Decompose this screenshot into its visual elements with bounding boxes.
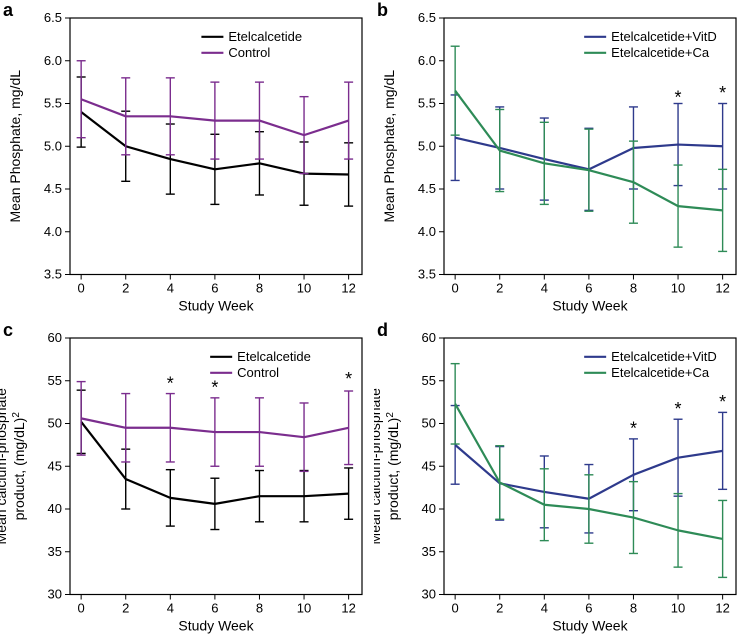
svg-text:6: 6: [211, 600, 218, 615]
chart-grid: 3.5 4.0 4.5 5.0 5.5 6.0 6.5 0 2 4 6 8 10 12 Study Week…: [0, 0, 748, 639]
svg-text:6.5: 6.5: [44, 10, 62, 25]
svg-text:3.5: 3.5: [44, 267, 62, 282]
svg-text:30: 30: [48, 586, 62, 601]
svg-text:d: d: [377, 320, 388, 340]
panel-c: 30 35 40 45 50 55 60 0 2 4 6 8 10 12 Study Week Mean ca…: [0, 320, 374, 639]
svg-text:*: *: [211, 377, 218, 397]
svg-text:4.5: 4.5: [44, 181, 62, 196]
svg-text:4: 4: [541, 281, 548, 296]
svg-text:12: 12: [715, 600, 729, 615]
svg-text:product, (mg/dL)2: product, (mg/dL)2: [11, 411, 28, 520]
svg-text:Etelcalcetide+Ca: Etelcalcetide+Ca: [611, 364, 710, 379]
svg-text:40: 40: [422, 501, 436, 516]
svg-text:5.5: 5.5: [44, 96, 62, 111]
svg-text:8: 8: [256, 281, 263, 296]
svg-text:Etelcalcetide: Etelcalcetide: [237, 348, 311, 363]
chart-a: 3.5 4.0 4.5 5.0 5.5 6.0 6.5 0 2 4 6 8 10 12 Study Week…: [0, 0, 374, 320]
svg-text:4.0: 4.0: [44, 224, 62, 239]
svg-text:60: 60: [48, 330, 62, 345]
svg-text:*: *: [719, 83, 726, 103]
svg-text:*: *: [675, 398, 682, 418]
svg-text:6.0: 6.0: [418, 53, 436, 68]
svg-text:5.5: 5.5: [418, 96, 436, 111]
svg-text:0: 0: [452, 600, 459, 615]
svg-text:60: 60: [422, 330, 436, 345]
svg-text:2: 2: [496, 281, 503, 296]
panel-d: 30 35 40 45 50 55 60 0 2 4 6 8 10 12 Study Week Mean ca…: [374, 320, 748, 639]
chart-d: 30 35 40 45 50 55 60 0 2 4 6 8 10 12 Study Week Mean ca…: [374, 320, 748, 639]
svg-text:Study Week: Study Week: [552, 617, 628, 633]
svg-text:10: 10: [297, 281, 311, 296]
svg-text:Mean Phosphate, mg/dL: Mean Phosphate, mg/dL: [7, 70, 23, 223]
chart-c: 30 35 40 45 50 55 60 0 2 4 6 8 10 12 Study Week Mean ca…: [0, 320, 374, 639]
svg-text:Mean calcium-phosphate: Mean calcium-phosphate: [374, 387, 383, 544]
svg-text:10: 10: [297, 600, 311, 615]
svg-text:2: 2: [122, 600, 129, 615]
svg-text:4: 4: [167, 600, 174, 615]
svg-text:*: *: [719, 392, 726, 412]
svg-text:6.0: 6.0: [44, 53, 62, 68]
svg-text:6.5: 6.5: [418, 10, 436, 25]
svg-text:55: 55: [422, 372, 436, 387]
svg-text:Etelcalcetide+VitD: Etelcalcetide+VitD: [611, 348, 717, 363]
svg-text:30: 30: [422, 586, 436, 601]
svg-text:8: 8: [256, 600, 263, 615]
svg-text:0: 0: [78, 600, 85, 615]
svg-text:0: 0: [78, 281, 85, 296]
chart-b: 3.5 4.0 4.5 5.0 5.5 6.0 6.5 0 2 4 6 8 10 12 Study Week…: [374, 0, 748, 320]
svg-text:b: b: [377, 0, 388, 20]
svg-text:*: *: [630, 418, 637, 438]
svg-text:55: 55: [48, 372, 62, 387]
svg-text:Control: Control: [237, 364, 279, 379]
svg-text:3.5: 3.5: [418, 267, 436, 282]
svg-text:Etelcalcetide: Etelcalcetide: [228, 29, 302, 44]
svg-text:Mean calcium-phosphate: Mean calcium-phosphate: [0, 387, 9, 544]
svg-text:2: 2: [122, 281, 129, 296]
svg-text:50: 50: [48, 415, 62, 430]
svg-text:Control: Control: [228, 45, 270, 60]
svg-text:12: 12: [341, 281, 355, 296]
svg-text:5.0: 5.0: [418, 138, 436, 153]
svg-text:10: 10: [671, 600, 685, 615]
svg-text:4: 4: [167, 281, 174, 296]
svg-text:Study Week: Study Week: [178, 617, 254, 633]
svg-text:6: 6: [585, 281, 592, 296]
svg-text:Study Week: Study Week: [552, 298, 628, 314]
svg-text:Mean Phosphate, mg/dL: Mean Phosphate, mg/dL: [381, 70, 397, 223]
svg-text:8: 8: [630, 600, 637, 615]
svg-text:6: 6: [211, 281, 218, 296]
svg-text:*: *: [167, 373, 174, 393]
svg-text:0: 0: [452, 281, 459, 296]
panel-a: 3.5 4.0 4.5 5.0 5.5 6.0 6.5 0 2 4 6 8 10 12 Study Week…: [0, 0, 374, 320]
svg-text:12: 12: [341, 600, 355, 615]
svg-text:10: 10: [671, 281, 685, 296]
svg-text:6: 6: [585, 600, 592, 615]
panel-b: 3.5 4.0 4.5 5.0 5.5 6.0 6.5 0 2 4 6 8 10 12 Study Week…: [374, 0, 748, 320]
svg-text:12: 12: [715, 281, 729, 296]
svg-text:35: 35: [48, 543, 62, 558]
svg-text:*: *: [345, 369, 352, 389]
svg-text:4.0: 4.0: [418, 224, 436, 239]
svg-text:45: 45: [48, 458, 62, 473]
svg-text:5.0: 5.0: [44, 138, 62, 153]
svg-text:40: 40: [48, 501, 62, 516]
svg-text:8: 8: [630, 281, 637, 296]
svg-text:45: 45: [422, 458, 436, 473]
svg-text:Etelcalcetide+Ca: Etelcalcetide+Ca: [611, 45, 710, 60]
svg-text:Etelcalcetide+VitD: Etelcalcetide+VitD: [611, 29, 717, 44]
svg-text:a: a: [3, 0, 14, 20]
svg-text:35: 35: [422, 543, 436, 558]
svg-text:50: 50: [422, 415, 436, 430]
svg-text:4.5: 4.5: [418, 181, 436, 196]
svg-text:4: 4: [541, 600, 548, 615]
svg-text:product, (mg/dL)2: product, (mg/dL)2: [385, 411, 402, 520]
svg-text:2: 2: [496, 600, 503, 615]
svg-text:*: *: [675, 88, 682, 108]
svg-text:c: c: [3, 320, 13, 340]
svg-text:Study Week: Study Week: [178, 298, 254, 314]
